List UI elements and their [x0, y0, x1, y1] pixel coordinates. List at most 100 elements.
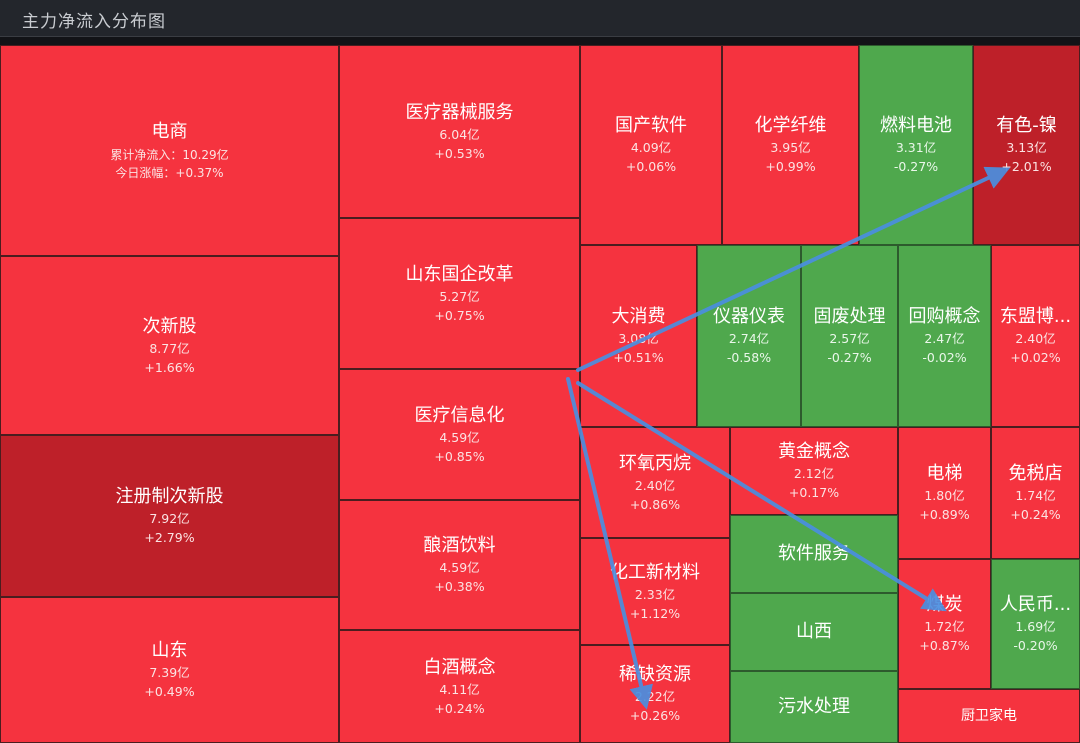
chart-header: 主力净流入分布图	[0, 0, 1080, 37]
tile-change: -0.27%	[827, 350, 872, 365]
tile-name: 山东国企改革	[405, 263, 514, 285]
tile-name: 软件服务	[778, 543, 850, 564]
tile-change: -0.58%	[726, 350, 772, 365]
treemap-tile[interactable]: 软件服务	[730, 515, 898, 593]
tile-change: +1.12%	[629, 605, 681, 621]
treemap-tile[interactable]: 人民币... 1.69亿 -0.20%	[991, 559, 1080, 689]
tile-change: +0.38%	[434, 579, 485, 594]
treemap-tile[interactable]: 煤炭 1.72亿 +0.87%	[898, 559, 991, 689]
tile-inflow: 8.77亿	[149, 340, 190, 356]
treemap-tile[interactable]: 化工新材料 2.33亿 +1.12%	[580, 538, 730, 645]
tile-name: 化学纤维	[754, 115, 827, 136]
tile-inflow: 2.40亿	[634, 477, 676, 493]
tile-change: +0.49%	[144, 684, 195, 699]
tile-name: 电梯	[926, 463, 963, 484]
tile-inflow: 2.47亿	[924, 331, 965, 346]
tile-change: -0.02%	[922, 350, 967, 365]
treemap-tile[interactable]: 有色-镍 3.13亿 +2.01%	[973, 45, 1080, 245]
tile-change: +0.24%	[1010, 507, 1061, 522]
tile-name: 有色-镍	[996, 115, 1057, 136]
treemap-tile[interactable]: 环氧丙烷 2.40亿 +0.86%	[580, 427, 730, 538]
tile-name: 污水处理	[778, 696, 850, 717]
tile-inflow: 7.39亿	[149, 665, 190, 680]
treemap-tile[interactable]: 山东国企改革 5.27亿 +0.75%	[339, 218, 580, 369]
tile-change: -0.20%	[1013, 638, 1058, 653]
tile-name: 燃料电池	[880, 115, 952, 136]
treemap-tile[interactable]: 化学纤维 3.95亿 +0.99%	[722, 45, 859, 245]
tile-change: +0.99%	[765, 159, 816, 174]
tile-name: 人民币...	[999, 594, 1072, 615]
tile-inflow: 2.74亿	[728, 331, 770, 346]
tile-name: 山西	[796, 621, 832, 642]
tile-change: +2.01%	[1001, 159, 1052, 174]
tile-change: +0.51%	[613, 350, 664, 365]
treemap-tile[interactable]: 厨卫家电	[898, 689, 1080, 743]
tile-inflow: 3.13亿	[1006, 140, 1047, 155]
tile-inflow: 4.59亿	[439, 429, 480, 445]
tile-name: 酿酒饮料	[423, 535, 496, 556]
treemap-tile[interactable]: 医疗信息化 4.59亿 +0.85%	[339, 369, 580, 500]
tile-change: +0.26%	[629, 708, 681, 723]
tile-change: +0.02%	[1010, 350, 1061, 365]
tile-inflow: 2.12亿	[793, 466, 835, 481]
tile-change: +0.85%	[434, 448, 485, 464]
treemap-tile[interactable]: 国产软件 4.09亿 +0.06%	[580, 45, 722, 245]
tile-change: +0.06%	[625, 159, 677, 174]
tile-name: 黄金概念	[778, 441, 850, 462]
tile-change: +0.86%	[629, 496, 681, 512]
tile-change: +2.79%	[144, 530, 195, 545]
tile-inflow: 2.57亿	[829, 331, 870, 346]
treemap-tile[interactable]: 回购概念 2.47亿 -0.02%	[898, 245, 991, 427]
treemap-tile[interactable]: 免税店 1.74亿 +0.24%	[991, 427, 1080, 559]
tile-name: 山东	[151, 640, 188, 661]
tile-change: +0.24%	[434, 700, 485, 716]
treemap-tile[interactable]: 稀缺资源 2.22亿 +0.26%	[580, 645, 730, 743]
treemap-tile[interactable]: 东盟博... 2.40亿 +0.02%	[991, 245, 1080, 427]
tile-name: 医疗信息化	[414, 404, 505, 426]
tile-inflow: 5.27亿	[439, 288, 480, 304]
chart-title: 主力净流入分布图	[22, 12, 166, 32]
tile-name: 仪器仪表	[713, 306, 785, 327]
tile-inflow: 累计净流入：10.29亿	[110, 147, 229, 162]
treemap-tile[interactable]: 酿酒饮料 4.59亿 +0.38%	[339, 500, 580, 630]
tile-change: -0.27%	[893, 159, 939, 174]
treemap-tile[interactable]: 医疗器械服务 6.04亿 +0.53%	[339, 45, 580, 218]
tile-name: 免税店	[1008, 463, 1063, 484]
treemap-tile[interactable]: 黄金概念 2.12亿 +0.17%	[730, 427, 898, 515]
tile-inflow: 1.72亿	[924, 619, 965, 634]
treemap-tile[interactable]: 固废处理 2.57亿 -0.27%	[801, 245, 898, 427]
tile-change: +0.87%	[919, 638, 970, 653]
tile-change: +0.75%	[434, 307, 485, 323]
treemap-tile[interactable]: 电梯 1.80亿 +0.89%	[898, 427, 991, 559]
tile-change: +1.66%	[144, 359, 195, 375]
treemap-tile[interactable]: 注册制次新股 7.92亿 +2.79%	[0, 435, 339, 597]
treemap-tile[interactable]: 燃料电池 3.31亿 -0.27%	[859, 45, 973, 245]
tile-change: +0.89%	[919, 507, 970, 522]
tile-name: 电商	[151, 120, 188, 142]
header-divider	[0, 37, 1080, 45]
tile-inflow: 4.11亿	[439, 681, 480, 697]
treemap-tile[interactable]: 电商 累计净流入：10.29亿 今日涨幅：+0.37%	[0, 45, 339, 256]
treemap-tile[interactable]: 仪器仪表 2.74亿 -0.58%	[697, 245, 801, 427]
tile-name: 大消费	[611, 306, 666, 327]
tile-name: 注册制次新股	[115, 486, 224, 507]
tile-inflow: 1.74亿	[1015, 488, 1056, 503]
tile-name: 固废处理	[813, 306, 886, 327]
tile-name: 东盟博...	[999, 306, 1072, 327]
treemap-tile[interactable]: 山西	[730, 593, 898, 671]
tile-inflow: 3.31亿	[895, 140, 937, 155]
treemap-tile[interactable]: 大消费 3.08亿 +0.51%	[580, 245, 697, 427]
treemap-tile[interactable]: 山东 7.39亿 +0.49%	[0, 597, 339, 743]
tile-inflow: 2.22亿	[634, 689, 676, 704]
tile-inflow: 4.59亿	[439, 560, 480, 575]
tile-inflow: 3.95亿	[770, 140, 811, 155]
tile-change: +0.53%	[434, 145, 485, 161]
tile-inflow: 1.80亿	[924, 488, 965, 503]
treemap-tile[interactable]: 次新股 8.77亿 +1.66%	[0, 256, 339, 435]
treemap-tile[interactable]: 白酒概念 4.11亿 +0.24%	[339, 630, 580, 743]
tile-inflow: 6.04亿	[439, 126, 480, 142]
treemap-tile[interactable]: 污水处理	[730, 671, 898, 743]
tile-name: 环氧丙烷	[619, 452, 691, 474]
tile-name: 厨卫家电	[961, 708, 1017, 724]
tile-name: 化工新材料	[610, 561, 700, 583]
